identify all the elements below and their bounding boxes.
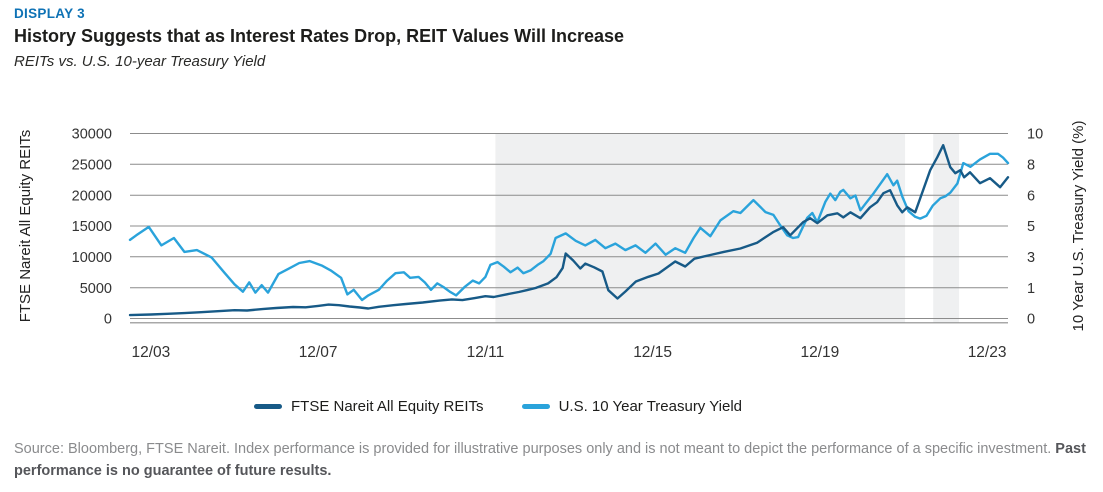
x-axis-tick-label: 12/11	[467, 344, 505, 361]
display-number-label: DISPLAY 3	[14, 6, 85, 21]
right-axis-tick-label: 1	[1027, 281, 1035, 297]
x-axis-tick-label: 12/03	[132, 344, 171, 361]
left-axis-tick-label: 10000	[72, 250, 112, 266]
source-note: Source: Bloomberg, FTSE Nareit. Index pe…	[14, 438, 1092, 483]
x-axis-tick-label: 12/23	[968, 344, 1007, 361]
left-axis-title: FTSE Nareit All Equity REITs	[17, 130, 34, 323]
legend-item-treasury: U.S. 10 Year Treasury Yield	[521, 398, 743, 415]
x-axis-tick-label: 12/19	[801, 344, 840, 361]
source-disclaimer-bold: Past performance is no guarantee of futu…	[14, 441, 1086, 480]
treasury-yield-line	[128, 152, 1010, 302]
left-axis-tick-label: 0	[104, 312, 112, 328]
right-axis-title: 10 Year U.S. Treasury Yield (%)	[1070, 121, 1087, 332]
right-axis-tick-label: 0	[1027, 312, 1035, 328]
source-text: Source: Bloomberg, FTSE Nareit. Index pe…	[14, 441, 1056, 457]
treasury-line-swatch	[521, 404, 550, 409]
reits-line	[128, 143, 1010, 317]
right-axis-tick-label: 3	[1027, 250, 1035, 266]
left-axis-tick-label: 25000	[72, 158, 112, 174]
page-subtitle: REITs vs. U.S. 10-year Treasury Yield	[14, 53, 266, 70]
x-axis-tick-label: 12/07	[299, 344, 338, 361]
highlight-band	[933, 133, 960, 323]
legend-item-reits: FTSE Nareit All Equity REITs	[254, 398, 484, 415]
line-chart: 0 0 5000 1 10000 3 15000 5 20000 6 25000 8 30000 10 12…	[17, 121, 1087, 361]
right-axis-tick-label: 5	[1027, 219, 1035, 235]
legend-label-reits: FTSE Nareit All Equity REITs	[291, 398, 484, 415]
chart-legend: FTSE Nareit All Equity REITs U.S. 10 Yea…	[254, 398, 742, 415]
left-axis-tick-label: 20000	[72, 188, 112, 204]
reits-line-swatch	[254, 404, 282, 409]
legend-label-treasury: U.S. 10 Year Treasury Yield	[558, 398, 743, 415]
x-axis-tick-label: 12/15	[633, 344, 672, 361]
chart-header: DISPLAY 3 History Suggests that as Inter…	[14, 6, 624, 70]
left-axis-tick-label: 5000	[80, 281, 112, 297]
right-axis-tick-label: 8	[1027, 158, 1035, 174]
left-axis-tick-label: 15000	[72, 219, 112, 235]
right-axis-tick-label: 10	[1027, 127, 1043, 143]
right-axis-tick-label: 6	[1027, 188, 1035, 204]
left-axis-tick-label: 30000	[72, 127, 112, 143]
page-title: History Suggests that as Interest Rates …	[14, 26, 625, 46]
